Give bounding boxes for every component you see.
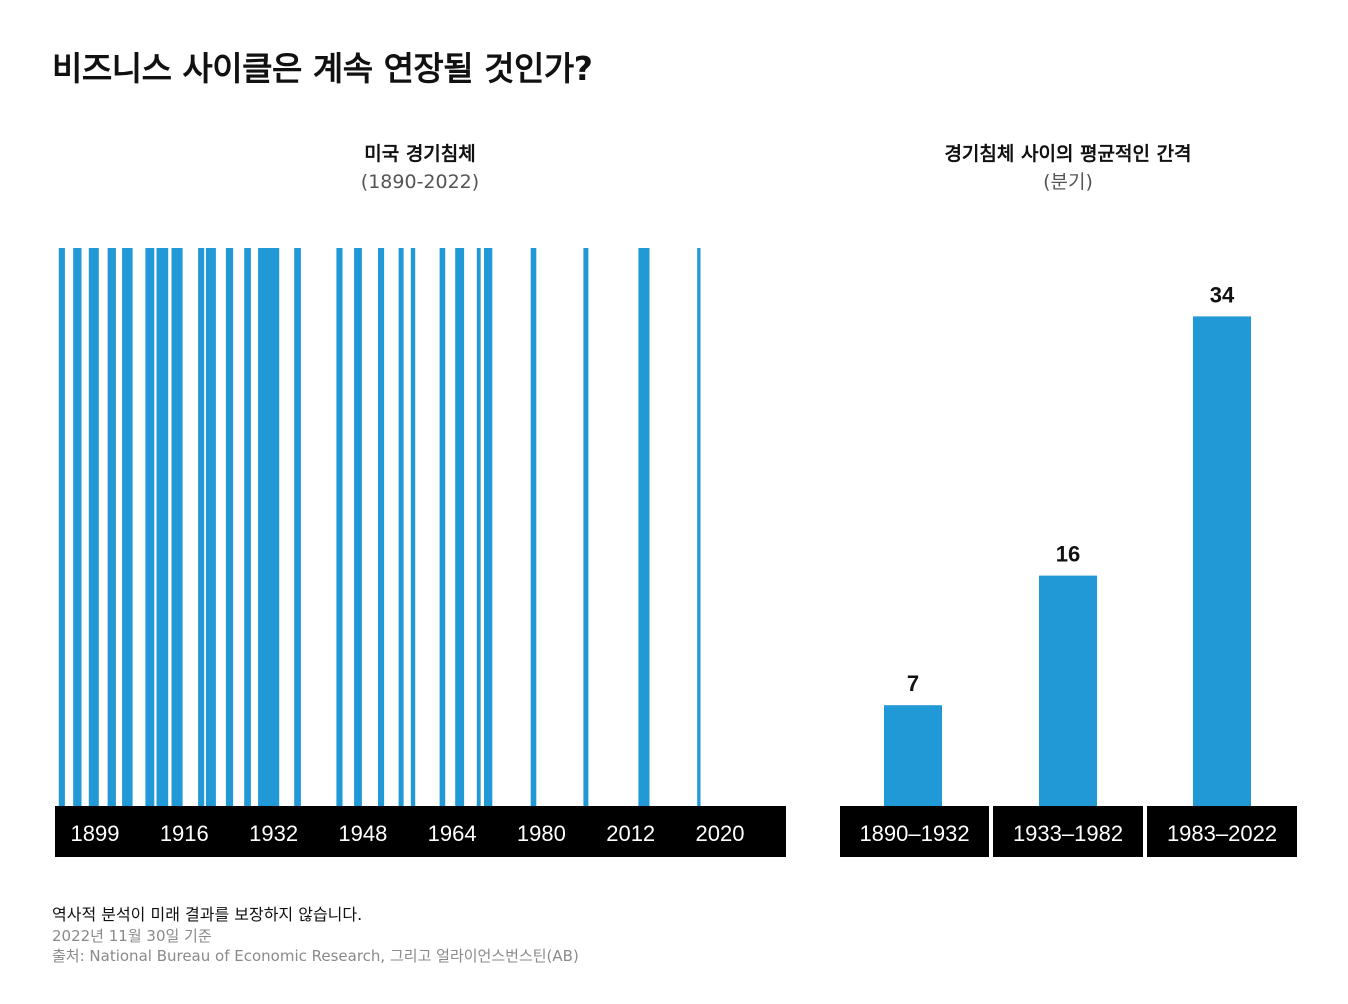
- timeline-tick-label: 1932: [249, 821, 298, 846]
- page-title: 비즈니스 사이클은 계속 연장될 것인가?: [52, 49, 593, 88]
- footer: 역사적 분석이 미래 결과를 보장하지 않습니다. 2022년 11월 30일 …: [52, 903, 579, 966]
- recession-timeline-chart: 1899 1916 1932 1948 1964 1980 2012 2020: [55, 248, 786, 857]
- recession-bar: [205, 248, 216, 806]
- recession-bar: [198, 248, 205, 806]
- recession-bar: [439, 248, 446, 806]
- recession-bar: [244, 248, 251, 806]
- interval-category-label: 1890–1932: [859, 821, 969, 846]
- source-note: 출처: National Bureau of Economic Research…: [52, 947, 579, 965]
- interval-chart-subtitle: (분기): [1043, 171, 1093, 193]
- recession-bar: [378, 248, 385, 806]
- recession-bar: [145, 248, 155, 806]
- interval-bar: [1193, 316, 1251, 806]
- recession-bar: [484, 248, 493, 806]
- interval-chart-header: 경기침체 사이의 평균적인 간격 (분기): [840, 140, 1296, 196]
- interval-chart-title: 경기침체 사이의 평균적인 간격: [944, 143, 1192, 165]
- category-label-band: [993, 806, 1143, 857]
- recession-bar: [697, 248, 701, 806]
- interval-value-label: 7: [907, 671, 919, 696]
- recession-bar: [88, 248, 99, 806]
- recession-bar: [398, 248, 404, 806]
- recession-bar: [530, 248, 537, 806]
- recession-bar: [73, 248, 82, 806]
- recession-bar: [258, 248, 280, 806]
- as-of-date: 2022년 11월 30일 기준: [52, 927, 212, 945]
- recession-bar: [638, 248, 650, 806]
- recession-bar: [225, 248, 234, 806]
- interval-bar: [884, 705, 942, 806]
- recession-chart-subtitle: (1890-2022): [360, 171, 480, 193]
- interval-category-label: 1933–1982: [1013, 821, 1123, 846]
- category-label-band: [1147, 806, 1297, 857]
- timeline-tick-label: 2020: [696, 821, 745, 846]
- timeline-tick-label: 2012: [606, 821, 655, 846]
- interval-bar-chart: 7 1890–1932 16 1933–1982 34 1983–2022: [840, 282, 1297, 857]
- recession-bar: [410, 248, 416, 806]
- interval-value-label: 16: [1056, 542, 1080, 567]
- timeline-tick-label: 1899: [71, 821, 120, 846]
- recession-bar: [476, 248, 481, 806]
- recession-chart-title: 미국 경기침체: [364, 143, 476, 165]
- recession-bar: [171, 248, 183, 806]
- category-label-band: [840, 806, 989, 857]
- recession-bar: [336, 248, 343, 806]
- recession-bar: [455, 248, 465, 806]
- interval-bar: [1039, 575, 1097, 806]
- timeline-tick-label: 1948: [338, 821, 387, 846]
- recession-bar: [58, 248, 65, 806]
- interval-category-label: 1983–2022: [1167, 821, 1277, 846]
- timeline-tick-label: 1916: [160, 821, 209, 846]
- disclaimer-text: 역사적 분석이 미래 결과를 보장하지 않습니다.: [52, 905, 363, 924]
- recession-bar: [122, 248, 133, 806]
- recession-bar: [354, 248, 362, 806]
- recession-bar: [294, 248, 301, 806]
- recession-bar: [583, 248, 589, 806]
- timeline-tick-label: 1964: [428, 821, 477, 846]
- timeline-axis-band: [55, 806, 786, 857]
- recession-chart-header: 미국 경기침체 (1890-2022): [220, 140, 620, 196]
- recession-bar: [156, 248, 169, 806]
- timeline-tick-label: 1980: [517, 821, 566, 846]
- interval-value-label: 34: [1210, 282, 1235, 307]
- recession-bar: [107, 248, 116, 806]
